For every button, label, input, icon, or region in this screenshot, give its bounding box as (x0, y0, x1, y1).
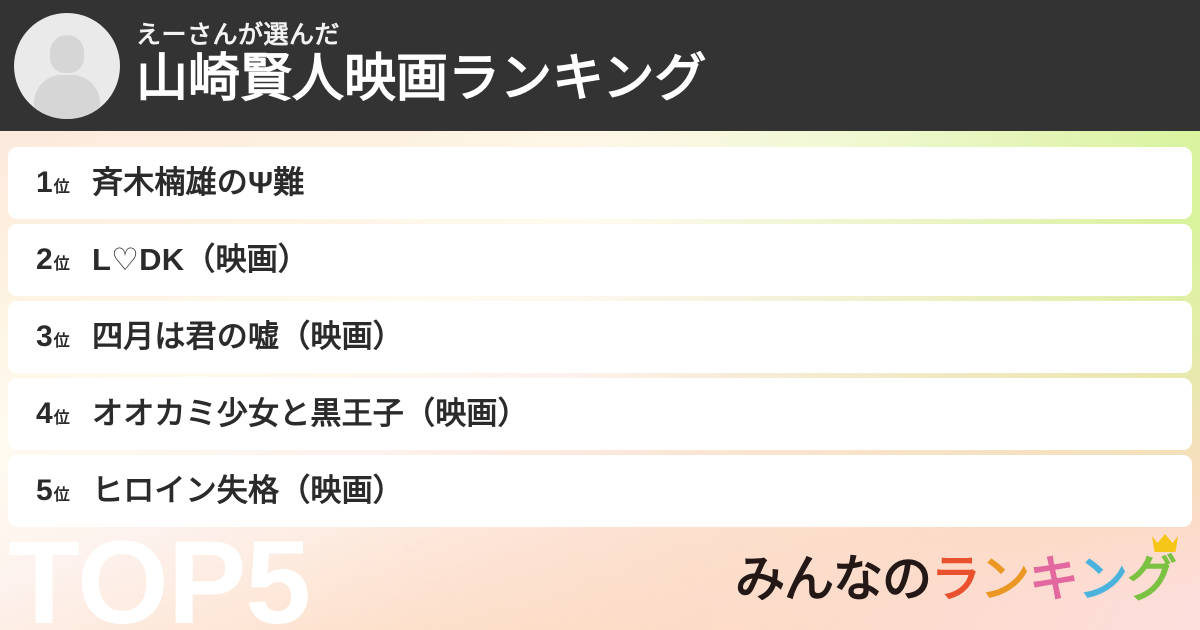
rank-number: 1 (36, 166, 53, 199)
rank-suffix: 位 (53, 410, 70, 427)
logo-part-n-second: ン (1078, 551, 1128, 607)
rank-suffix: 位 (53, 179, 70, 196)
item-title: 四月は君の嘘（映画） (92, 318, 404, 354)
rank-suffix: 位 (53, 487, 70, 504)
logo-part-gu-text: グ (1127, 551, 1177, 607)
top5-watermark: TOP5 (8, 517, 311, 630)
rank-number: 2 (36, 243, 53, 276)
rank-suffix: 位 (53, 256, 70, 273)
item-title: L♡DK（映画） (92, 241, 310, 277)
logo-part-ki: キ (1029, 551, 1079, 607)
item-title: ヒロイン失格（映画） (92, 472, 404, 508)
logo-part-ra: ラ (931, 551, 981, 607)
logo-part-minnano: みんなの (735, 551, 932, 607)
header-text-block: えーさんが選んだ 山崎賢人映画ランキング (136, 22, 706, 108)
item-title: 斉木楠雄のΨ難 (92, 164, 305, 200)
rank-number: 3 (36, 320, 53, 353)
avatar-body-shape (34, 74, 100, 119)
rank-suffix: 位 (53, 333, 70, 350)
avatar (14, 12, 120, 119)
rank-number: 5 (36, 474, 53, 507)
avatar-head-shape (50, 34, 84, 73)
crown-icon (1152, 534, 1178, 552)
logo-part-gu: グ (1127, 534, 1178, 607)
header-bar: えーさんが選んだ 山崎賢人映画ランキング (0, 0, 1200, 131)
logo-part-n-first: ン (980, 551, 1030, 607)
minnano-ranking-logo[interactable]: みんなのランキング (735, 534, 1178, 607)
header-subtitle: えーさんが選んだ (136, 21, 341, 50)
item-title: オオカミ少女と黒王子（映画） (92, 395, 529, 431)
page-title: 山崎賢人映画ランキング (136, 49, 707, 108)
rank-number: 4 (36, 397, 53, 430)
